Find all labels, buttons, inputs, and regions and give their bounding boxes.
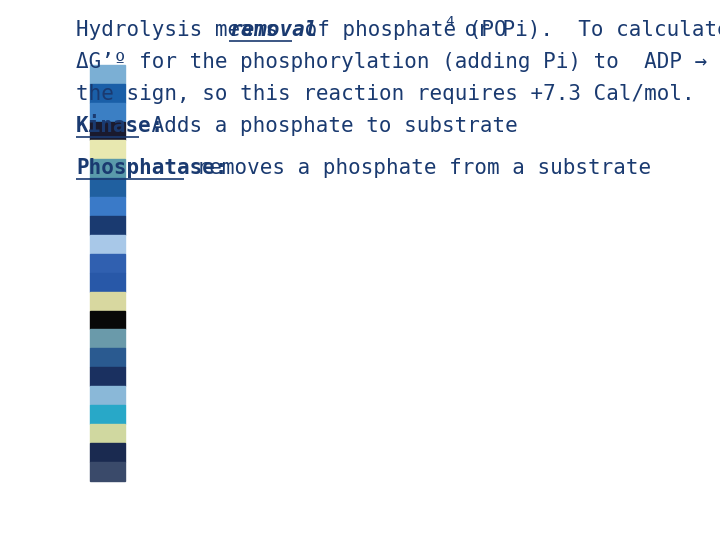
Text: or Pi).  To calculate the: or Pi). To calculate the — [451, 20, 720, 40]
Bar — [90, 65, 125, 84]
Bar — [90, 348, 125, 367]
Bar — [90, 443, 125, 462]
Bar — [90, 140, 125, 159]
Bar — [90, 159, 125, 178]
Text: Hydrolysis means: Hydrolysis means — [76, 20, 291, 40]
Bar — [90, 292, 125, 310]
Bar — [90, 254, 125, 273]
Bar — [90, 310, 125, 329]
Text: of phosphate (PO: of phosphate (PO — [292, 20, 507, 40]
Bar — [90, 273, 125, 292]
Bar — [90, 329, 125, 348]
Text: Phosphatase:: Phosphatase: — [76, 158, 228, 178]
Text: 4: 4 — [445, 15, 454, 29]
Bar — [90, 235, 125, 254]
Text: Adds a phosphate to substrate: Adds a phosphate to substrate — [139, 116, 518, 136]
Text: Kinase:: Kinase: — [76, 116, 164, 136]
Text: removal: removal — [229, 20, 318, 40]
Bar — [90, 84, 125, 103]
Bar — [90, 367, 125, 386]
Bar — [90, 178, 125, 197]
Bar — [90, 424, 125, 443]
Text: ΔG’º for the phosphorylation (adding Pi) to  ADP → ATP, just reverse: ΔG’º for the phosphorylation (adding Pi)… — [76, 52, 720, 72]
Bar — [90, 122, 125, 140]
Text: removes a phosphate from a substrate: removes a phosphate from a substrate — [184, 158, 651, 178]
Bar — [90, 216, 125, 235]
Bar — [90, 405, 125, 424]
Bar — [90, 197, 125, 216]
Bar — [90, 103, 125, 122]
Text: the sign, so this reaction requires +7.3 Cal/mol.: the sign, so this reaction requires +7.3… — [76, 84, 695, 104]
Bar — [90, 386, 125, 405]
Bar — [90, 462, 125, 481]
